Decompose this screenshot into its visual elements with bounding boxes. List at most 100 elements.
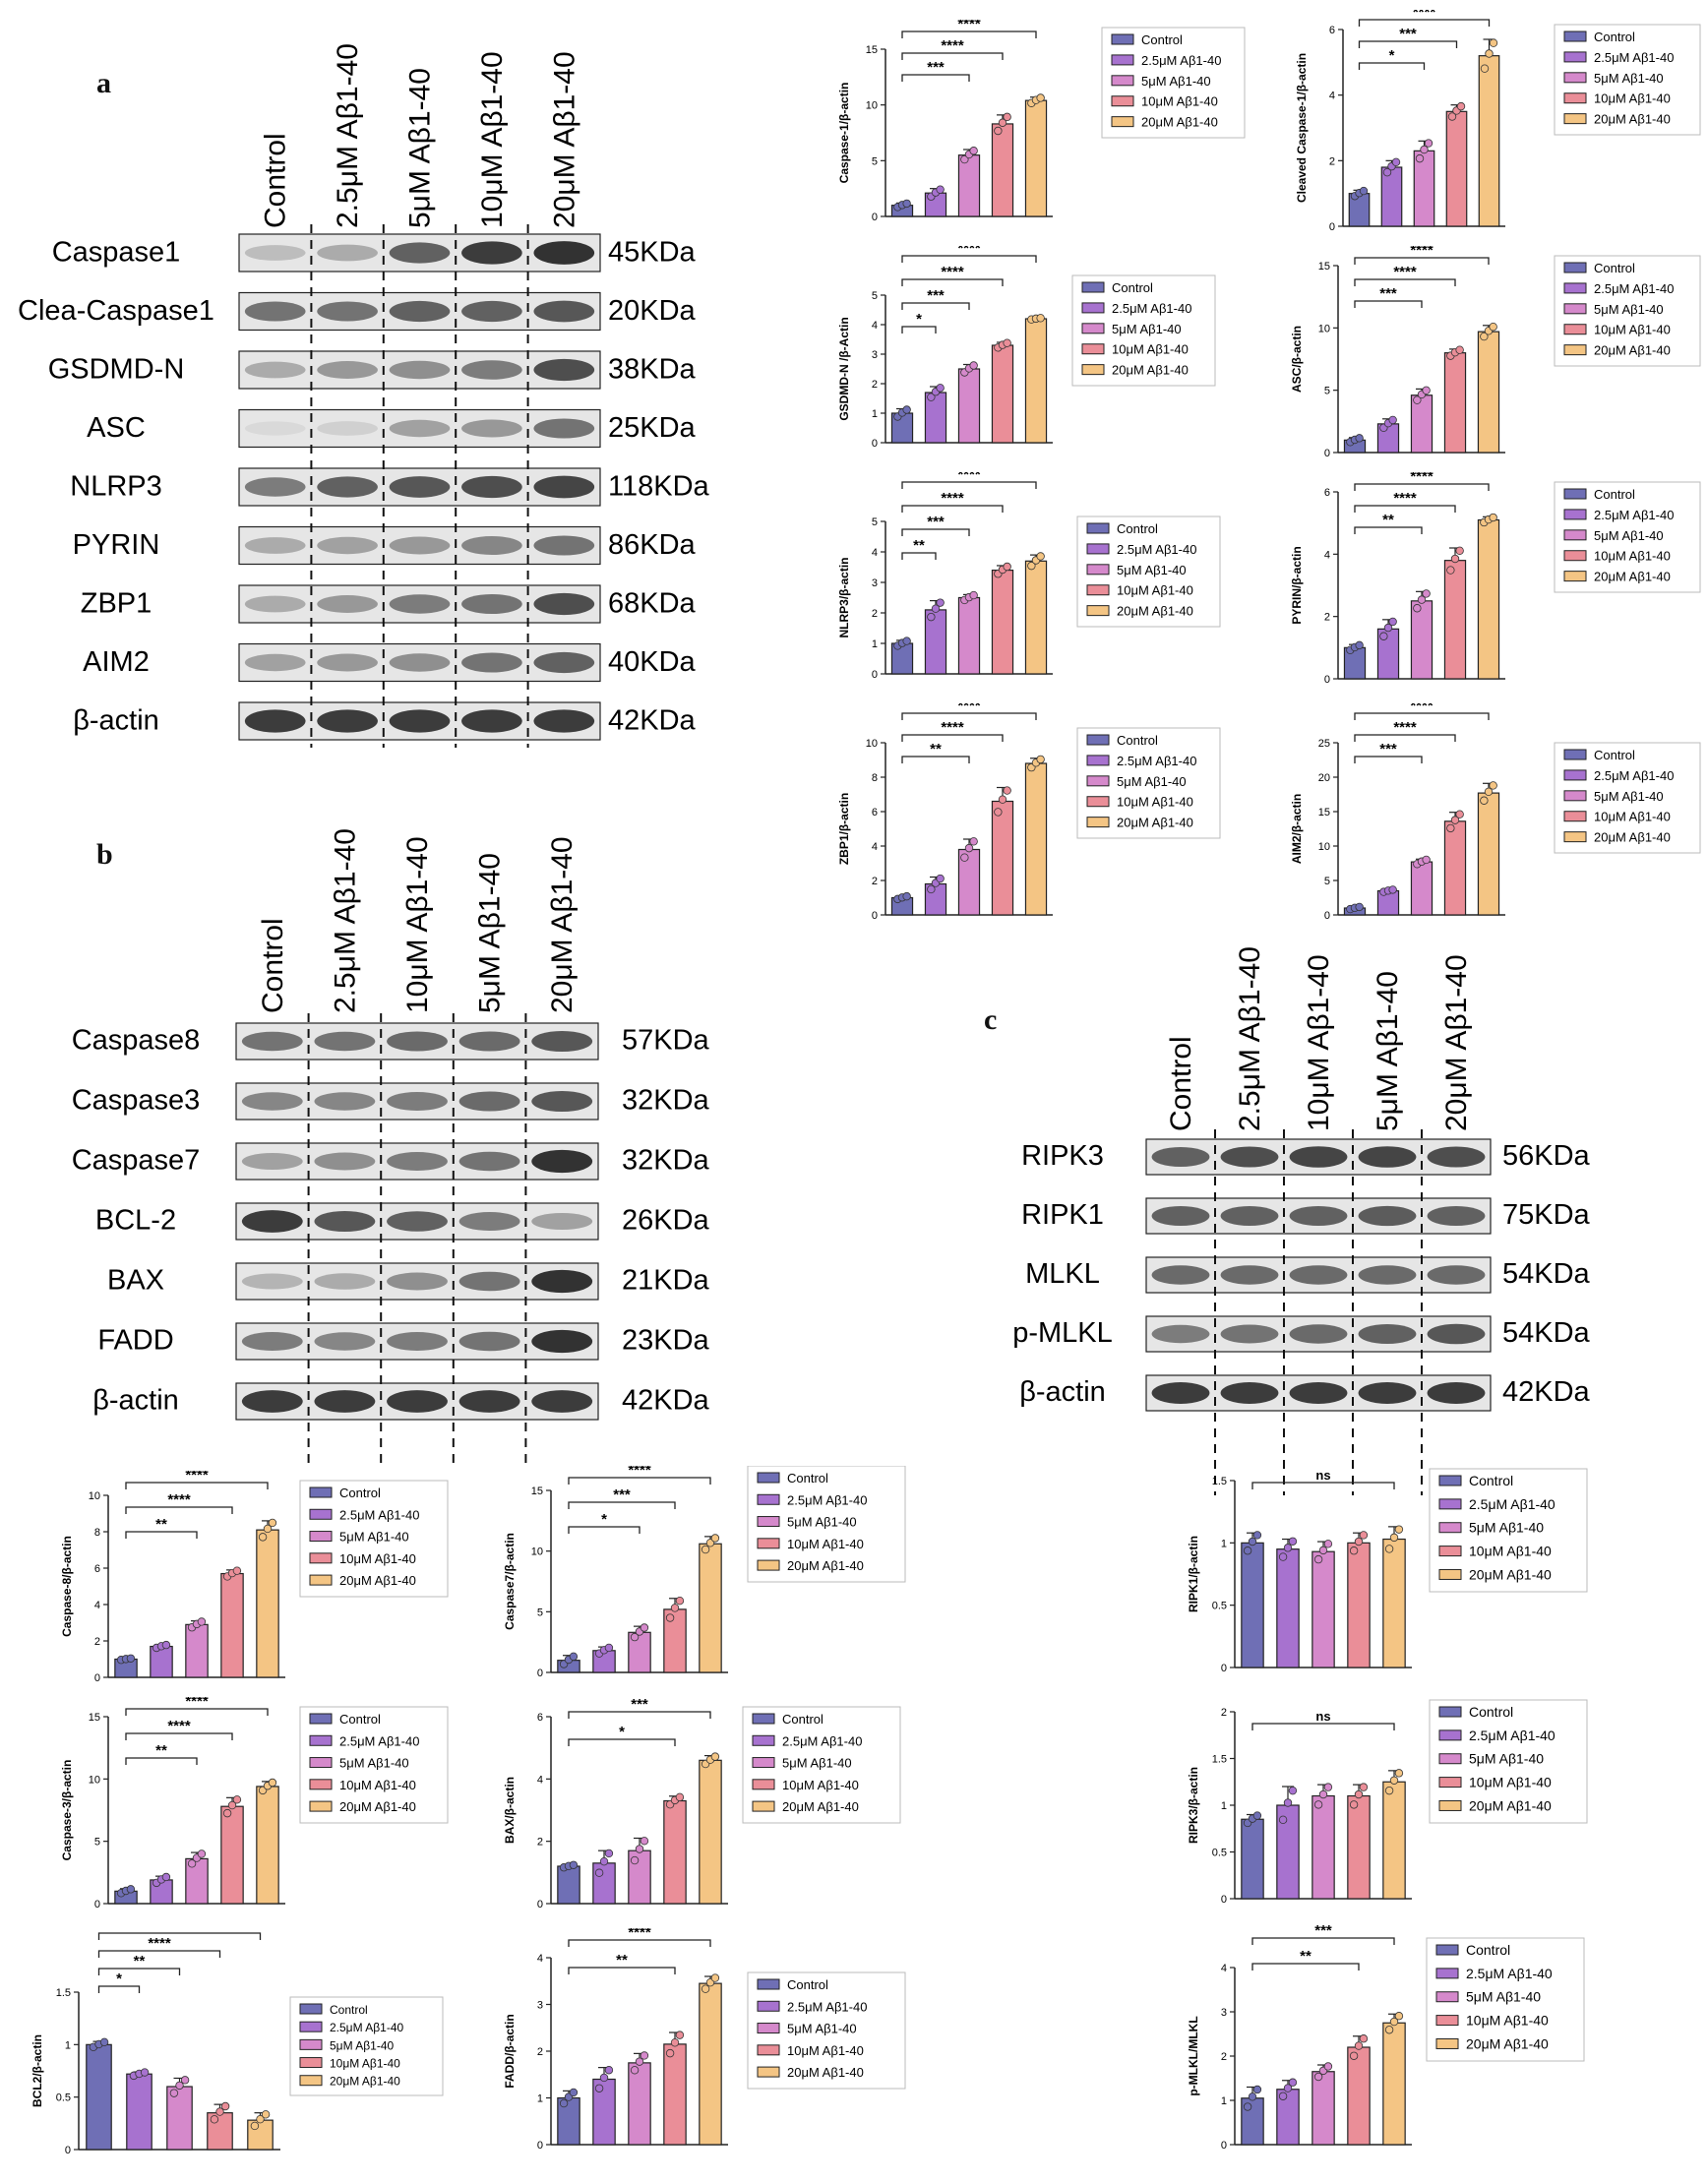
blot-band xyxy=(1220,1324,1279,1344)
legend-swatch xyxy=(1438,1799,1462,1811)
data-point xyxy=(1243,2102,1252,2111)
significance-bracket xyxy=(901,756,970,763)
legend-swatch xyxy=(1563,344,1587,356)
kda-label: 54KDa xyxy=(1502,1258,1591,1290)
protein-label: Caspase8 xyxy=(72,1025,201,1057)
significance-bracket xyxy=(901,734,1004,742)
legend-swatch xyxy=(1563,303,1587,315)
legend-swatch xyxy=(1086,605,1110,617)
bar xyxy=(1477,331,1500,454)
kda-label: 118KDa xyxy=(608,470,710,502)
data-point xyxy=(1413,395,1422,404)
bar xyxy=(1443,820,1467,916)
legend-swatch xyxy=(1563,571,1587,582)
blot-band xyxy=(317,301,378,322)
legend-label: 2.5μM Aβ1-40 xyxy=(1594,768,1674,783)
legend-label: 20μM Aβ1-40 xyxy=(782,1799,859,1814)
legend-swatch xyxy=(752,1800,775,1812)
significance-bracket xyxy=(1354,483,1490,491)
bar xyxy=(1443,560,1467,680)
blot-band xyxy=(241,1092,303,1111)
bar xyxy=(991,569,1014,675)
legend-label: 5μM Aβ1-40 xyxy=(782,1756,852,1771)
data-point xyxy=(1354,2041,1364,2050)
significance-label: **** xyxy=(148,1935,171,1952)
data-point xyxy=(640,1837,649,1846)
data-point xyxy=(263,1524,273,1534)
blot-band xyxy=(1289,1265,1348,1285)
significance-label: ** xyxy=(1300,1948,1312,1965)
blot-band xyxy=(317,653,378,672)
legend-label: 10μM Aβ1-40 xyxy=(1594,549,1671,564)
legend-swatch xyxy=(309,1486,333,1498)
legend-label: 10μM Aβ1-40 xyxy=(1117,795,1193,810)
significance-label: **** xyxy=(1393,264,1417,280)
bar xyxy=(699,1543,722,1673)
y-tick-label: 0.5 xyxy=(1212,1601,1227,1612)
blot-band xyxy=(317,421,378,436)
y-tick-label: 6 xyxy=(1324,487,1330,499)
data-point xyxy=(197,1617,207,1626)
data-point xyxy=(1318,1546,1328,1555)
panel-letter-a: a xyxy=(96,67,111,99)
data-point xyxy=(1003,562,1011,572)
blot-band xyxy=(244,245,306,261)
blot-band xyxy=(1427,1381,1486,1405)
bar xyxy=(991,800,1014,916)
y-axis-label: GSDMD-N /β-Actin xyxy=(837,317,851,420)
data-point xyxy=(902,199,911,209)
data-point xyxy=(1484,787,1494,797)
data-point xyxy=(936,384,945,393)
data-point xyxy=(268,1518,277,1528)
kda-label: 25KDa xyxy=(608,412,697,444)
y-tick-label: 2 xyxy=(1221,1707,1227,1719)
data-point xyxy=(630,2066,640,2075)
blot-band xyxy=(241,1031,303,1052)
significance-bracket xyxy=(1354,300,1423,308)
significance-label: **** xyxy=(957,703,981,714)
lane-header: 5μM Aβ1-40 xyxy=(474,853,507,1013)
legend-label: 2.5μM Aβ1-40 xyxy=(1594,281,1674,296)
kda-label: 68KDa xyxy=(608,587,697,619)
significance-bracket xyxy=(125,1732,233,1740)
significance-bracket xyxy=(125,1482,269,1489)
data-point xyxy=(594,2084,604,2092)
blot-band xyxy=(461,536,522,555)
lane-header: 5μM Aβ1-40 xyxy=(404,68,437,228)
legend-label: Control xyxy=(1594,261,1635,275)
data-point xyxy=(1354,1537,1364,1546)
data-point xyxy=(1422,386,1431,394)
chart-nlrp3: NLRP3/β-actin012345*************Control2… xyxy=(837,472,1221,681)
bar xyxy=(1445,110,1468,227)
data-point xyxy=(1489,513,1497,522)
data-point xyxy=(902,637,911,645)
data-point xyxy=(927,612,936,622)
significance-bracket xyxy=(1354,712,1490,720)
y-tick-label: 0 xyxy=(1221,1894,1227,1906)
legend-swatch xyxy=(1438,1777,1462,1789)
data-point xyxy=(1349,1800,1359,1809)
data-point xyxy=(232,1795,242,1804)
y-tick-label: 4 xyxy=(872,320,878,332)
blot-band xyxy=(244,301,306,322)
y-axis-label: Caspase-8/β-actin xyxy=(60,1536,74,1637)
western-blot-panel-a: Control 2.5μM Aβ1-40 5μM Aβ1-40 10μM Aβ1-40… xyxy=(18,43,710,748)
data-point xyxy=(1489,781,1497,790)
data-point xyxy=(998,118,1007,127)
data-point xyxy=(161,1872,171,1882)
legend-swatch xyxy=(299,2038,323,2050)
blot-band xyxy=(461,300,522,323)
bar xyxy=(699,1759,722,1905)
data-point xyxy=(1446,823,1455,833)
significance-bracket xyxy=(901,712,1037,720)
protein-label: RIPK1 xyxy=(1021,1199,1104,1231)
blot-band xyxy=(241,1153,303,1170)
legend-swatch xyxy=(1438,1729,1462,1741)
significance-bracket xyxy=(1354,756,1423,763)
significance-bracket xyxy=(1354,526,1423,534)
bar xyxy=(1382,1781,1406,1900)
significance-label: **** xyxy=(941,719,964,736)
legend-swatch xyxy=(1086,817,1110,828)
data-point xyxy=(227,1800,237,1810)
